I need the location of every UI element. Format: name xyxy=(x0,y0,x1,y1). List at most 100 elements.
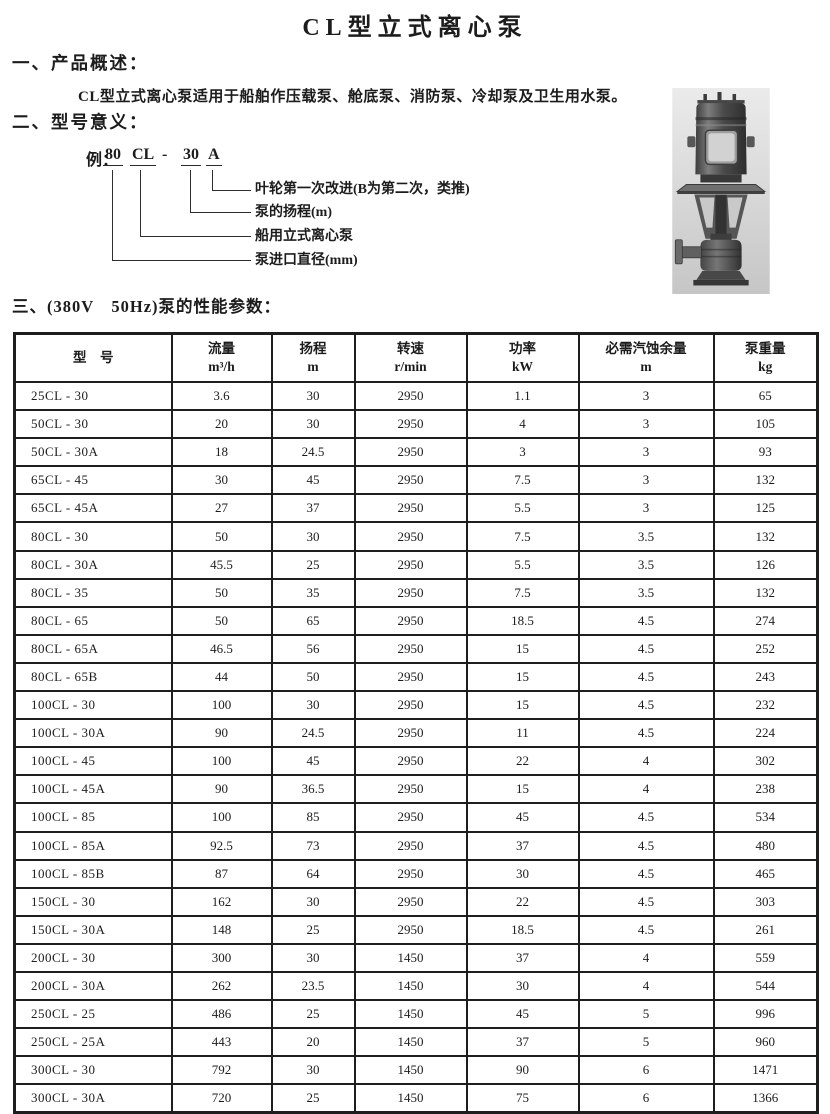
value-cell-npsh: 4 xyxy=(577,746,715,777)
connector-line-pump-type xyxy=(140,170,251,237)
value-cell-speed: 1450 xyxy=(353,942,468,973)
column-header-flow: 流量 m³/h xyxy=(170,332,273,383)
value-cell-npsh: 4.5 xyxy=(577,633,715,664)
value-cell-npsh: 4.5 xyxy=(577,886,715,917)
value-cell-head: 65 xyxy=(270,605,356,636)
diagram-label-pump-type: 船用立式离心泵 xyxy=(255,229,353,244)
value-cell-power: 37 xyxy=(465,830,580,861)
value-cell-flow: 792 xyxy=(170,1055,273,1086)
table-row: 300CL - 30A 720 25 1450 75 6 1366 xyxy=(13,1083,819,1114)
value-cell-npsh: 3 xyxy=(577,409,715,440)
value-cell-speed: 2950 xyxy=(353,858,468,889)
value-cell-speed: 2950 xyxy=(353,830,468,861)
column-name: 扬程 xyxy=(299,340,327,356)
value-cell-speed: 1450 xyxy=(353,1083,468,1114)
value-cell-weight: 243 xyxy=(712,661,819,693)
value-cell-head: 36.5 xyxy=(270,774,356,805)
value-cell-npsh: 6 xyxy=(577,1055,715,1086)
model-cell: 200CL - 30A xyxy=(13,970,173,1002)
value-cell-power: 1.1 xyxy=(465,380,580,412)
model-token-pump-type: CL xyxy=(130,146,157,166)
value-cell-power: 3 xyxy=(465,437,580,468)
value-cell-head: 24.5 xyxy=(270,718,356,749)
value-cell-power: 22 xyxy=(465,746,580,777)
table-row: 100CL - 45 100 45 2950 22 4 302 xyxy=(13,746,819,777)
column-header-npsh: 必需汽蚀余量 m xyxy=(577,332,715,383)
value-cell-flow: 30 xyxy=(170,465,273,496)
value-cell-weight: 65 xyxy=(712,380,819,412)
model-token-variant: A xyxy=(206,146,222,166)
column-header-head: 扬程 m xyxy=(270,332,356,383)
value-cell-npsh: 5 xyxy=(577,1027,715,1058)
value-cell-npsh: 5 xyxy=(577,999,715,1030)
table-row: 200CL - 30A 262 23.5 1450 30 4 544 xyxy=(13,970,819,1002)
value-cell-flow: 90 xyxy=(170,774,273,805)
column-header-weight: 泵重量 kg xyxy=(712,332,819,383)
value-cell-flow: 87 xyxy=(170,858,273,889)
value-cell-flow: 262 xyxy=(170,970,273,1002)
value-cell-head: 30 xyxy=(270,886,356,917)
value-cell-power: 45 xyxy=(465,802,580,833)
value-cell-npsh: 3 xyxy=(577,465,715,496)
value-cell-head: 64 xyxy=(270,858,356,889)
value-cell-speed: 2950 xyxy=(353,802,468,833)
value-cell-weight: 261 xyxy=(712,914,819,945)
performance-table-header: 型 号 流量 m³/h 扬程 m 转速 r/min 功率 kW 必需汽蚀余量 m 泵重量 kg xyxy=(13,332,819,383)
table-row: 100CL - 85A 92.5 73 2950 37 4.5 480 xyxy=(13,830,819,861)
column-name: 转速 xyxy=(397,340,424,356)
model-token-inlet-diameter: 80 xyxy=(103,146,123,166)
value-cell-power: 7.5 xyxy=(465,521,580,552)
value-cell-speed: 2950 xyxy=(353,774,468,805)
model-cell: 100CL - 30A xyxy=(13,718,173,749)
value-cell-flow: 100 xyxy=(170,802,273,833)
value-cell-power: 75 xyxy=(465,1083,580,1114)
connector-line-inlet-diameter xyxy=(112,170,251,261)
value-cell-head: 45 xyxy=(270,465,356,496)
value-cell-npsh: 3.5 xyxy=(577,521,715,552)
table-row: 100CL - 30A 90 24.5 2950 11 4.5 224 xyxy=(13,718,819,749)
value-cell-speed: 2950 xyxy=(353,914,468,945)
value-cell-power: 5.5 xyxy=(465,549,580,580)
value-cell-npsh: 4.5 xyxy=(577,718,715,749)
model-cell: 150CL - 30 xyxy=(13,886,173,917)
value-cell-power: 18.5 xyxy=(465,914,580,945)
diagram-label-pump-head: 泵的扬程(m) xyxy=(255,205,332,220)
value-cell-head: 25 xyxy=(270,1083,356,1114)
section-1-heading: 一、产品概述： xyxy=(12,53,149,73)
value-cell-flow: 300 xyxy=(170,942,273,973)
value-cell-power: 90 xyxy=(465,1055,580,1086)
value-cell-flow: 27 xyxy=(170,493,273,524)
value-cell-weight: 252 xyxy=(712,633,819,664)
value-cell-weight: 93 xyxy=(712,437,819,468)
value-cell-flow: 720 xyxy=(170,1083,273,1114)
value-cell-speed: 2950 xyxy=(353,605,468,636)
value-cell-flow: 46.5 xyxy=(170,633,273,664)
model-cell: 80CL - 30 xyxy=(13,521,173,552)
value-cell-weight: 238 xyxy=(712,774,819,805)
model-cell: 250CL - 25A xyxy=(13,1027,173,1058)
value-cell-weight: 224 xyxy=(712,718,819,749)
column-unit: m xyxy=(640,359,652,374)
value-cell-speed: 2950 xyxy=(353,577,468,608)
value-cell-speed: 2950 xyxy=(353,380,468,412)
section-1-body: CL型立式离心泵适用于船舶作压载泵、舱底泵、消防泵、冷却泵及卫生用水泵。 xyxy=(78,89,627,105)
value-cell-npsh: 4.5 xyxy=(577,690,715,721)
value-cell-flow: 90 xyxy=(170,718,273,749)
table-row: 80CL - 65A 46.5 56 2950 15 4.5 252 xyxy=(13,633,819,664)
diagram-label-inlet-diameter: 泵进口直径(mm) xyxy=(255,253,358,268)
value-cell-power: 7.5 xyxy=(465,577,580,608)
value-cell-speed: 2950 xyxy=(353,465,468,496)
value-cell-weight: 465 xyxy=(712,858,819,889)
value-cell-power: 11 xyxy=(465,718,580,749)
value-cell-speed: 2950 xyxy=(353,521,468,552)
value-cell-npsh: 4.5 xyxy=(577,830,715,861)
model-cell: 100CL - 30 xyxy=(13,690,173,721)
value-cell-flow: 148 xyxy=(170,914,273,945)
model-cell: 100CL - 85 xyxy=(13,802,173,833)
value-cell-flow: 162 xyxy=(170,886,273,917)
value-cell-head: 25 xyxy=(270,549,356,580)
value-cell-weight: 1471 xyxy=(712,1055,819,1086)
column-unit: m³/h xyxy=(208,359,235,374)
model-cell: 80CL - 65 xyxy=(13,605,173,636)
value-cell-npsh: 4.5 xyxy=(577,858,715,889)
